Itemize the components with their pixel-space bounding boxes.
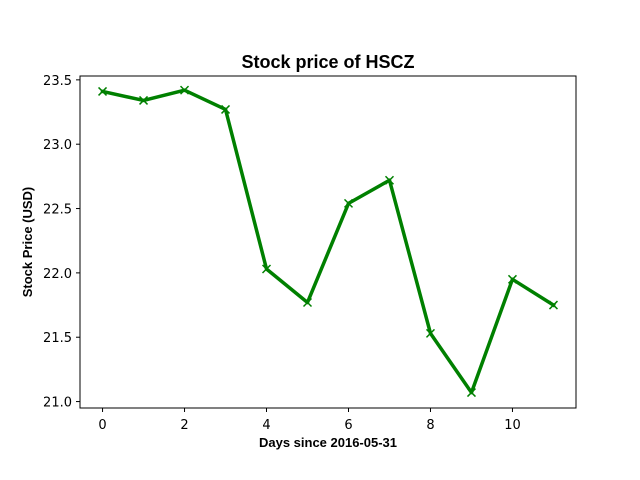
x-tick-label: 10 <box>504 418 521 433</box>
data-point-marker <box>302 297 313 308</box>
ticks-layer: 0 2 4 6 8 10 21.0 21.5 22.0 22.5 23.0 23.5 <box>43 74 521 433</box>
data-point-marker <box>384 175 395 185</box>
data-point-marker <box>98 86 108 96</box>
y-tick-label: 21.5 <box>43 331 72 346</box>
plot-frame <box>79 75 577 409</box>
data-point-marker <box>139 95 149 105</box>
y-tick-label: 23.5 <box>43 74 72 89</box>
data-point-marker <box>179 85 190 95</box>
data-point-marker <box>343 198 354 208</box>
y-tick-label: 22.5 <box>43 203 72 218</box>
marker-stroke <box>343 198 354 208</box>
marker-stroke <box>220 104 231 114</box>
marker-stroke <box>139 95 149 105</box>
data-point-marker <box>261 264 272 274</box>
series-line <box>100 88 556 395</box>
marker-stroke <box>548 300 558 310</box>
x-tick-label: 8 <box>426 418 434 433</box>
marker-stroke <box>466 388 477 398</box>
marker-stroke <box>261 264 272 274</box>
series-layer <box>98 85 558 398</box>
data-point-marker <box>507 274 517 284</box>
y-tick-label: 23.0 <box>43 138 72 153</box>
x-tick-label: 4 <box>262 418 270 433</box>
x-tick-label: 6 <box>344 418 352 433</box>
marker-stroke <box>425 328 436 338</box>
x-tick-label: 0 <box>98 418 106 433</box>
marker-stroke <box>384 175 395 185</box>
marker-stroke <box>179 85 190 95</box>
marker-stroke <box>302 297 313 308</box>
marker-stroke <box>98 86 108 96</box>
data-point-marker <box>220 104 231 114</box>
y-tick-label: 21.0 <box>43 396 72 411</box>
marker-stroke <box>507 274 517 284</box>
chart-title: Stock price of HSCZ <box>241 52 414 72</box>
data-point-marker <box>466 388 477 398</box>
x-tick-label: 2 <box>180 418 188 433</box>
data-point-marker <box>425 328 436 338</box>
plot-area <box>80 76 576 408</box>
y-tick-label: 22.0 <box>43 267 72 282</box>
y-axis-label: Stock Price (USD) <box>20 187 35 298</box>
x-axis-label: Days since 2016-05-31 <box>259 435 397 450</box>
data-point-marker <box>548 300 558 310</box>
